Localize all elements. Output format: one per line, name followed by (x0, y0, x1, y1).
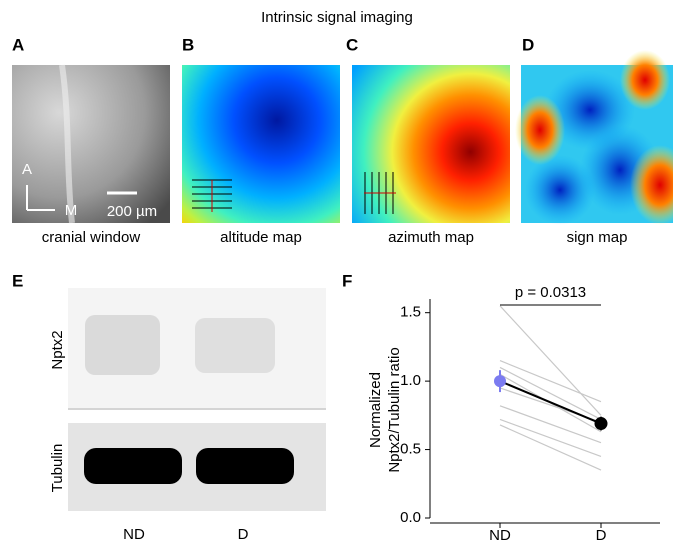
panel-label: B (182, 35, 194, 54)
p-value: p = 0.0313 (515, 284, 586, 301)
axis-letter: M (65, 202, 78, 219)
mean-point (494, 375, 506, 388)
azimuth-stimulus-icon (364, 172, 396, 214)
blot-row-label: Tubulin (49, 444, 66, 493)
subject-line (499, 405, 602, 444)
y-axis-label: Nptx2/Tubulin ratio (386, 347, 403, 472)
altitude-stimulus-icon (192, 179, 232, 212)
y-tick-label: 0.0 (400, 509, 421, 526)
scale-bar-label: 200 µm (107, 203, 157, 220)
panel-caption: altitude map (220, 229, 302, 246)
blot-band (195, 318, 275, 373)
x-tick-label: ND (489, 527, 511, 544)
lane-label: ND (123, 526, 145, 543)
altitude-map (182, 65, 340, 223)
vessel (59, 64, 75, 224)
subject-line (499, 366, 602, 420)
figure-title: Intrinsic signal imaging (261, 9, 413, 26)
azimuth-map (352, 65, 510, 223)
panel-label: F (342, 271, 352, 290)
subject-line (499, 360, 602, 403)
subject-line (499, 424, 602, 471)
subject-line (499, 305, 602, 416)
panel-label: A (12, 35, 24, 54)
y-axis-label: Normalized (367, 372, 384, 448)
y-tick-label: 1.5 (400, 304, 421, 321)
blot-row-label: Nptx2 (49, 330, 66, 369)
blot-band (85, 315, 160, 375)
lane-label: D (238, 526, 249, 543)
sign-map-patches (515, 50, 673, 225)
panel-caption: sign map (567, 229, 628, 246)
y-tick-label: 0.5 (400, 441, 421, 458)
x-tick-label: D (596, 527, 607, 544)
panel-caption: azimuth map (388, 229, 474, 246)
mean-line (499, 380, 602, 425)
axis-letter: A (22, 161, 32, 178)
panel-label: C (346, 35, 358, 54)
panel-label: E (12, 271, 23, 290)
cranial-window-image (12, 65, 170, 223)
subject-line (499, 418, 602, 457)
blot-band (196, 448, 294, 484)
panel-caption: cranial window (42, 229, 141, 246)
blot-band (84, 448, 182, 484)
mean-point (594, 417, 608, 431)
y-tick-label: 1.0 (400, 372, 421, 389)
panel-label: D (522, 35, 534, 54)
